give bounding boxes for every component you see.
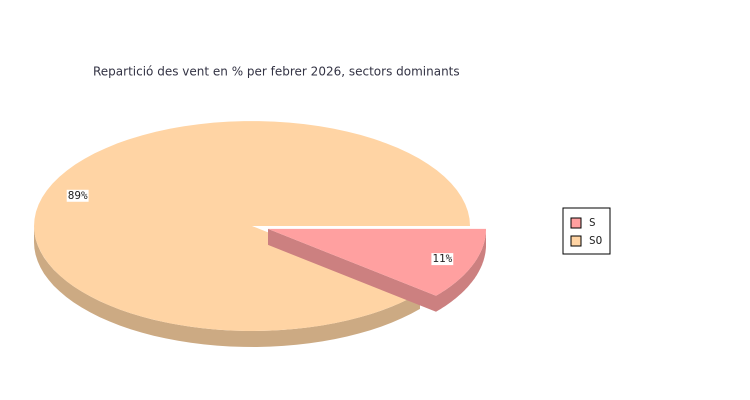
legend-box — [562, 207, 611, 255]
legend-swatch — [570, 235, 582, 247]
label-bg — [431, 253, 454, 266]
legend-label: SO — [589, 234, 602, 247]
slice — [34, 121, 470, 331]
value-label: 11% — [432, 252, 452, 265]
chart-title: Repartició des vent en % per febrer 2026… — [93, 65, 460, 79]
value-label: 89% — [68, 189, 88, 202]
label-bg — [66, 189, 89, 202]
slice — [268, 228, 486, 296]
slice-side — [436, 228, 486, 312]
slice-side — [34, 226, 420, 347]
legend-swatch — [570, 217, 582, 229]
slice-face — [268, 228, 436, 312]
legend-label: S — [589, 216, 596, 229]
